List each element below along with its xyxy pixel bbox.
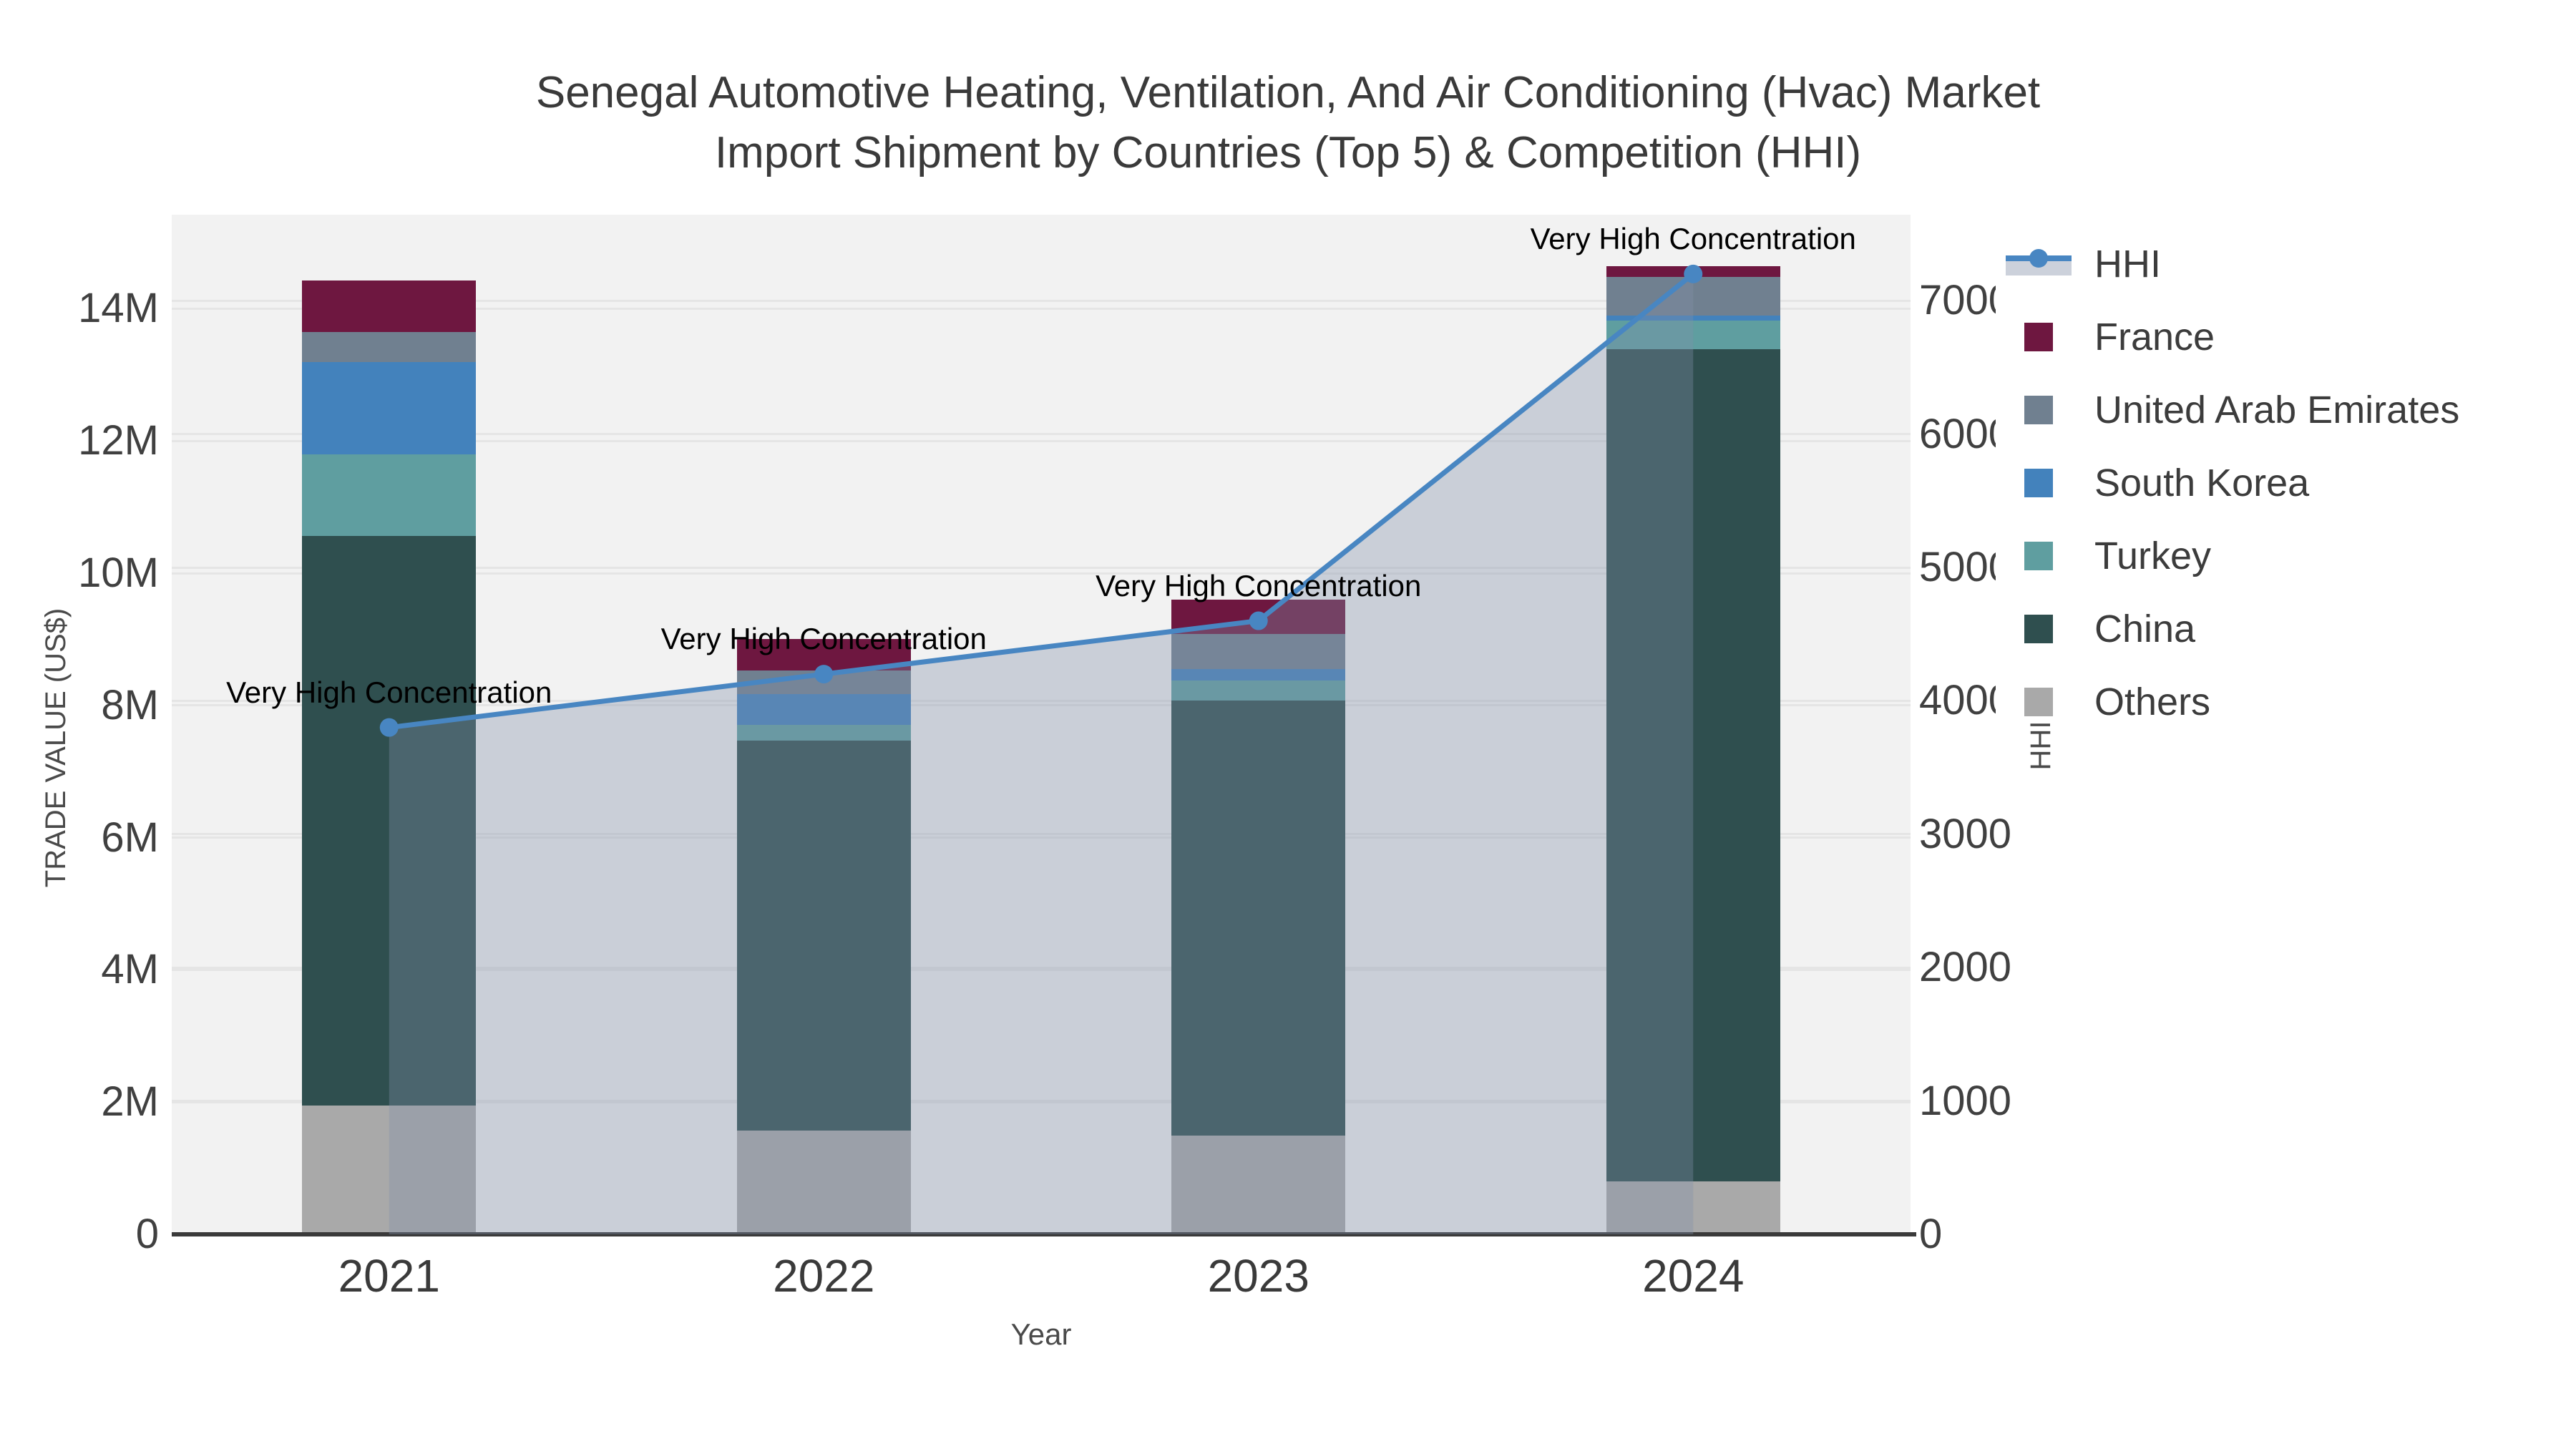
gridline-left-8M <box>172 704 1911 707</box>
bar-segment-2023-south-korea[interactable] <box>1171 668 1346 680</box>
chart-title-line1: Senegal Automotive Heating, Ventilation,… <box>535 68 2041 117</box>
bar-segment-2024-china[interactable] <box>1606 348 1780 1182</box>
bar-segment-2021-china[interactable] <box>302 536 477 1106</box>
bar-segment-2023-turkey[interactable] <box>1171 680 1346 701</box>
gridline-left-6M <box>172 836 1911 839</box>
annotation-2021: Very High Concentration <box>226 675 552 709</box>
china-swatch-box <box>2006 612 2072 646</box>
y-left-tick-label: 14M <box>78 285 159 332</box>
turkey-swatch-box <box>2006 539 2072 573</box>
x-axis-line <box>172 1232 1916 1236</box>
x-tick-label-2023: 2023 <box>1207 1250 1309 1302</box>
y-right-tick-label: 0 <box>1919 1211 1943 1257</box>
china-color-swatch-icon <box>2024 615 2053 643</box>
south-korea-swatch-box <box>2006 466 2072 500</box>
x-tick-label-2021: 2021 <box>338 1250 440 1302</box>
hhi-marker-2024[interactable] <box>1684 264 1703 283</box>
chart-title-line2: Import Shipment by Countries (Top 5) & C… <box>714 128 1862 177</box>
legend-label: Others <box>2094 680 2211 723</box>
gridline-right-2000 <box>172 966 1911 969</box>
y-left-tick-label: 2M <box>101 1078 159 1126</box>
bar-segment-2023-others[interactable] <box>1171 1136 1346 1234</box>
y-left-tick-label: 6M <box>101 814 159 861</box>
bar-segment-2021-south-korea[interactable] <box>302 362 477 454</box>
y-left-tick-label: 8M <box>101 681 159 728</box>
gridline-left-12M <box>172 439 1911 442</box>
hhi-swatch-box <box>2006 247 2072 281</box>
gridline-left-10M <box>172 572 1911 575</box>
gridline-right-7000 <box>172 299 1911 302</box>
others-color-swatch-icon <box>2024 688 2053 716</box>
legend-label: China <box>2094 608 2196 650</box>
legend-label: France <box>2094 316 2215 358</box>
legend: HHI France United Arab Emirates South Korea… <box>1996 228 2564 738</box>
annotation-2023: Very High Concentration <box>1096 568 1422 602</box>
annotation-2022: Very High Concentration <box>660 622 987 656</box>
hhi-marker-2022[interactable] <box>814 665 834 684</box>
united-arab-emirates-color-swatch-icon <box>2024 396 2053 424</box>
bar-segment-2024-south-korea[interactable] <box>1606 315 1780 321</box>
y-left-tick-label: 12M <box>78 417 159 464</box>
gridline-left-2M <box>172 1101 1911 1103</box>
turkey-color-swatch-icon <box>2024 542 2053 570</box>
gridline-left-14M <box>172 307 1911 310</box>
gridline-left-4M <box>172 968 1911 971</box>
bar-segment-2021-turkey[interactable] <box>302 454 477 537</box>
legend-label: Turkey <box>2094 535 2212 577</box>
bar-segment-2022-turkey[interactable] <box>736 724 911 741</box>
bar-segment-2024-others[interactable] <box>1606 1181 1780 1234</box>
legend-item-united-arab-emirates[interactable]: United Arab Emirates <box>1996 374 2564 447</box>
bar-segment-2021-france[interactable] <box>302 280 477 332</box>
annotation-2024: Very High Concentration <box>1530 221 1856 255</box>
legend-item-south-korea[interactable]: South Korea <box>1996 447 2564 519</box>
bar-segment-2024-turkey[interactable] <box>1606 321 1780 349</box>
y-right-tick-label: 2000 <box>1919 944 2012 991</box>
legend-item-turkey[interactable]: Turkey <box>1996 519 2564 592</box>
bar-segment-2024-united-arab-emirates[interactable] <box>1606 277 1780 316</box>
legend-item-others[interactable]: Others <box>1996 665 2564 738</box>
y-left-tick-label: 0 <box>135 1211 159 1257</box>
legend-label: United Arab Emirates <box>2094 389 2460 431</box>
gridline-right-6000 <box>172 433 1911 436</box>
hhi-marker-icon <box>2029 249 2048 268</box>
hhi-marker-2023[interactable] <box>1249 611 1268 630</box>
y-axis-right-title-text: HHI <box>2025 721 2057 771</box>
bar-segment-2022-others[interactable] <box>736 1130 911 1234</box>
y-axis-left-title-text: TRADE VALUE (US$) <box>40 608 72 888</box>
gridline-right-3000 <box>172 833 1911 836</box>
others-swatch-box <box>2006 685 2072 719</box>
bar-segment-2022-south-korea[interactable] <box>736 694 911 725</box>
bar-segment-2022-china[interactable] <box>736 740 911 1131</box>
x-axis-title: Year <box>1010 1317 1072 1351</box>
south-korea-color-swatch-icon <box>2024 469 2053 497</box>
hhi-area-fill <box>389 273 1694 1234</box>
gridline-right-5000 <box>172 566 1911 569</box>
legend-item-hhi[interactable]: HHI <box>1996 228 2564 301</box>
france-color-swatch-icon <box>2024 323 2053 351</box>
hhi-line[interactable] <box>389 272 1695 731</box>
france-swatch-box <box>2006 320 2072 354</box>
legend-item-china[interactable]: China <box>1996 592 2564 665</box>
united-arab-emirates-swatch-box <box>2006 393 2072 427</box>
bar-segment-2021-united-arab-emirates[interactable] <box>302 331 477 363</box>
legend-item-france[interactable]: France <box>1996 301 2564 374</box>
x-tick-label-2024: 2024 <box>1642 1250 1745 1302</box>
legend-label: South Korea <box>2094 462 2310 504</box>
x-tick-label-2022: 2022 <box>773 1250 875 1302</box>
bar-segment-2023-united-arab-emirates[interactable] <box>1171 634 1346 669</box>
bar-segment-2023-china[interactable] <box>1171 701 1346 1136</box>
legend-label: HHI <box>2094 243 2161 286</box>
hhi-marker-2021[interactable] <box>379 718 399 737</box>
y-right-tick-label: 1000 <box>1919 1077 2012 1124</box>
gridline-right-4000 <box>172 699 1911 702</box>
gridline-right-1000 <box>172 1100 1911 1103</box>
y-left-tick-label: 10M <box>78 550 159 596</box>
y-right-tick-label: 3000 <box>1919 810 2012 857</box>
y-left-tick-label: 4M <box>101 946 159 993</box>
bar-segment-2021-others[interactable] <box>302 1105 477 1234</box>
